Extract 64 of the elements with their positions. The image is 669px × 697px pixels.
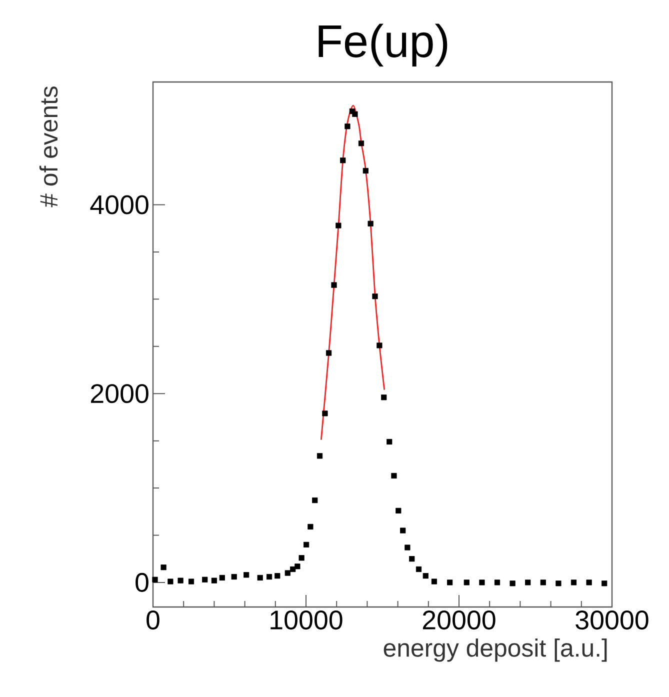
point [316, 453, 323, 459]
y-axis-title: # of events [39, 86, 58, 208]
point [556, 580, 562, 586]
x-axis-title: energy deposit [a.u.] [384, 638, 607, 662]
x-tick-label: 20000 [422, 610, 496, 630]
point [312, 498, 318, 504]
point [266, 574, 272, 580]
point [510, 580, 516, 586]
point [602, 580, 608, 586]
point [168, 578, 174, 584]
point [400, 528, 406, 534]
point [372, 294, 378, 300]
point [540, 580, 546, 586]
x-tick-label: 30000 [576, 610, 648, 630]
point [447, 580, 453, 586]
point [257, 574, 263, 581]
point [322, 410, 328, 416]
point [381, 394, 387, 400]
point [219, 574, 225, 581]
point [404, 544, 410, 550]
point [202, 576, 208, 582]
point [352, 111, 358, 117]
point [586, 580, 592, 586]
point [396, 508, 402, 514]
point [178, 578, 184, 584]
point [570, 580, 577, 586]
point [376, 342, 382, 348]
point [304, 542, 310, 548]
point [336, 222, 342, 228]
point [464, 580, 470, 586]
point [290, 566, 296, 572]
point [409, 556, 415, 562]
point [211, 578, 217, 584]
point [160, 564, 166, 570]
point [368, 220, 374, 226]
point [188, 578, 194, 584]
point [431, 578, 438, 584]
point [298, 555, 304, 561]
point [416, 566, 422, 572]
y-tick-label: 0 [136, 572, 148, 592]
point [479, 580, 485, 586]
point [308, 524, 314, 530]
y-tick-label: 2000 [91, 384, 148, 404]
point [274, 573, 280, 579]
point [344, 124, 350, 130]
point [244, 572, 250, 578]
chart-title: Fe(up) [318, 24, 448, 66]
point [362, 168, 368, 174]
point [391, 472, 397, 479]
point [494, 580, 500, 586]
point [386, 438, 392, 445]
point [294, 564, 300, 570]
point [326, 350, 332, 356]
point [284, 570, 290, 576]
point [152, 576, 158, 582]
point [340, 158, 346, 164]
point [331, 282, 337, 288]
point [231, 574, 237, 580]
point [422, 573, 428, 579]
x-tick-label: 10000 [270, 610, 342, 630]
y-tick-label: 4000 [90, 195, 148, 214]
point [358, 140, 364, 146]
point [525, 580, 531, 586]
line-series [320, 104, 386, 441]
